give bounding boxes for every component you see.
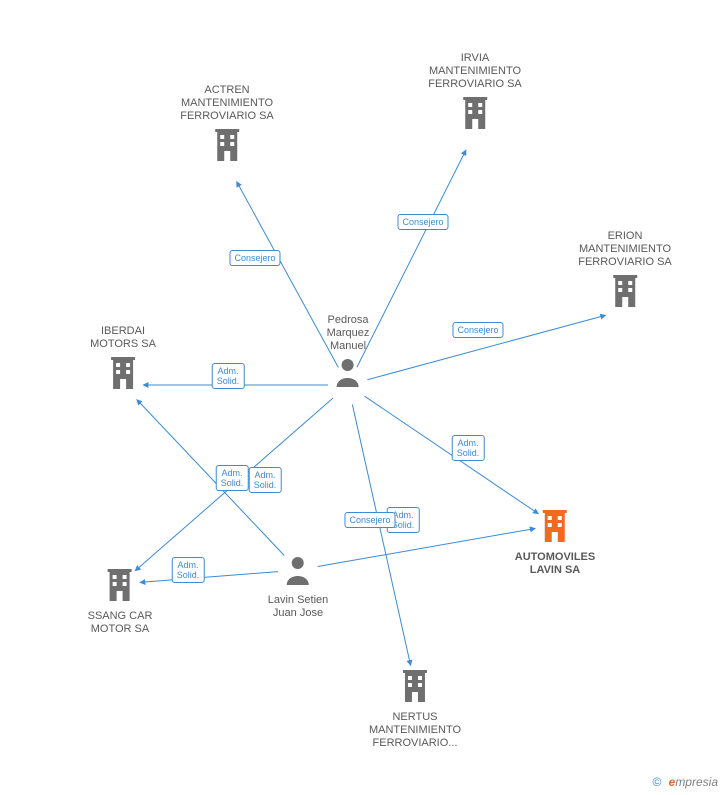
building-icon (107, 355, 139, 394)
edge-line (352, 405, 410, 666)
building-icon (539, 508, 571, 547)
edge-label: Adm. Solid. (452, 435, 485, 461)
node-actren[interactable]: ACTREN MANTENIMIENTO FERROVIARIO SA (180, 84, 274, 166)
node-pedrosa[interactable]: Pedrosa Marquez Manuel (327, 314, 370, 392)
node-label: NERTUS MANTENIMIENTO FERROVIARIO... (369, 711, 461, 750)
building-icon (104, 567, 136, 606)
edges-layer (0, 0, 728, 795)
node-erion[interactable]: ERION MANTENIMIENTO FERROVIARIO SA (578, 230, 672, 312)
node-label: Pedrosa Marquez Manuel (327, 314, 370, 353)
node-irvia[interactable]: IRVIA MANTENIMIENTO FERROVIARIO SA (428, 52, 522, 134)
edge-label: Consejero (397, 214, 448, 230)
edge-line (237, 182, 339, 368)
person-icon (285, 555, 311, 590)
edge-label: Adm. Solid. (216, 465, 249, 491)
node-label: ERION MANTENIMIENTO FERROVIARIO SA (578, 230, 672, 269)
node-ssang[interactable]: SSANG CAR MOTOR SA (88, 567, 153, 636)
node-nertus[interactable]: NERTUS MANTENIMIENTO FERROVIARIO... (369, 668, 461, 750)
node-label: IBERDAI MOTORS SA (90, 325, 156, 351)
edge-line (140, 572, 278, 583)
person-icon (335, 357, 361, 392)
node-label: IRVIA MANTENIMIENTO FERROVIARIO SA (428, 52, 522, 91)
brand-rest: mpresia (675, 775, 718, 789)
edge-line (318, 528, 536, 566)
footer: © empresia (652, 775, 718, 789)
node-iberdai[interactable]: IBERDAI MOTORS SA (90, 325, 156, 394)
node-label: SSANG CAR MOTOR SA (88, 610, 153, 636)
edge-label: Consejero (344, 512, 395, 528)
node-label: ACTREN MANTENIMIENTO FERROVIARIO SA (180, 84, 274, 123)
edge-label: Consejero (452, 322, 503, 338)
node-autolavin[interactable]: AUTOMOVILES LAVIN SA (515, 508, 595, 577)
building-icon (609, 273, 641, 312)
building-icon (399, 668, 431, 707)
edge-label: Adm. Solid. (172, 557, 205, 583)
edge-label: Adm. Solid. (212, 363, 245, 389)
edge-line (357, 150, 466, 367)
building-icon (211, 127, 243, 166)
node-label: Lavin Setien Juan Jose (268, 594, 329, 620)
node-label: AUTOMOVILES LAVIN SA (515, 551, 595, 577)
diagram-canvas: ACTREN MANTENIMIENTO FERROVIARIO SA IRVI… (0, 0, 728, 795)
copyright-symbol: © (652, 775, 661, 789)
building-icon (459, 95, 491, 134)
edge-label: Adm. Solid. (249, 467, 282, 493)
edge-label: Consejero (229, 250, 280, 266)
node-lavin[interactable]: Lavin Setien Juan Jose (268, 555, 329, 620)
